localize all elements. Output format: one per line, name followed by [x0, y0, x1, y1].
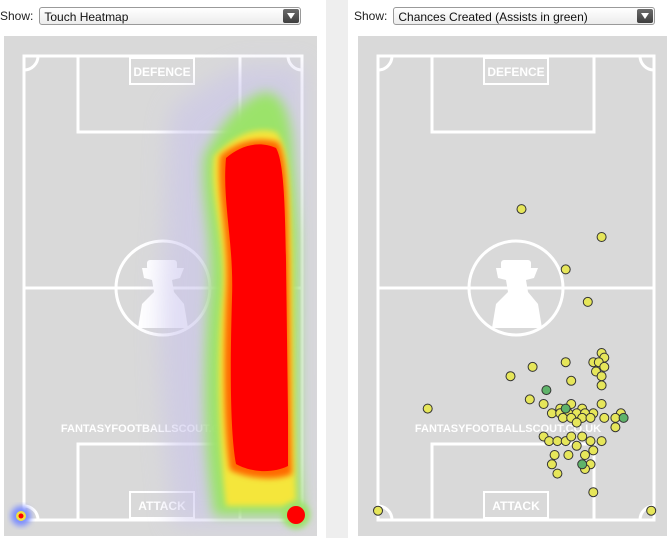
left-view-select[interactable]: Touch Heatmap — [39, 7, 302, 25]
watermark: FANTASYFOOTBALLSCOUT.CO.UK — [415, 423, 601, 435]
chance-point-43 — [585, 436, 596, 447]
chance-point-57 — [646, 505, 657, 516]
chance-point-18 — [538, 399, 549, 409]
right-view-select[interactable]: Chances Created (Assists in green) — [393, 7, 656, 25]
chance-point-5 — [560, 357, 571, 368]
chance-point-2 — [560, 264, 571, 275]
assist-point-0 — [541, 385, 552, 396]
chance-point-53 — [610, 412, 621, 423]
heatmap-panel: Show: Touch Heatmap — [0, 0, 322, 536]
assist-point-1 — [618, 412, 629, 423]
defence-label: DEFENCE — [133, 65, 190, 79]
chance-point-46 — [588, 445, 599, 456]
chevron-down-icon[interactable] — [283, 9, 300, 23]
chance-point-36 — [610, 422, 621, 433]
chance-point-41 — [566, 431, 577, 442]
chance-point-30 — [557, 412, 568, 423]
chance-point-25 — [546, 408, 557, 419]
chance-point-14 — [566, 375, 577, 386]
chance-point-35 — [571, 417, 582, 428]
left-control-row: Show: Touch Heatmap — [0, 0, 322, 32]
left-select-value: Touch Heatmap — [44, 10, 129, 24]
right-show-label: Show: — [354, 9, 388, 23]
chance-point-15 — [596, 380, 607, 391]
chance-point-33 — [585, 412, 596, 423]
mascot-logo-icon — [492, 260, 542, 328]
left-show-label: Show: — [0, 9, 34, 23]
chance-point-1 — [596, 232, 607, 242]
chevron-down-icon[interactable] — [637, 9, 654, 23]
chance-point-38 — [544, 436, 555, 447]
chance-point-49 — [546, 459, 557, 470]
chance-point-22 — [596, 399, 607, 409]
chance-point-13 — [505, 371, 516, 382]
chances-panel: Show: Chances Created (Assists in green) — [354, 0, 669, 536]
chance-point-54 — [549, 450, 560, 460]
chance-point-12 — [596, 371, 607, 382]
chance-point-10 — [599, 361, 610, 372]
assist-point-3 — [560, 403, 571, 414]
right-select-value: Chances Created (Assists in green) — [398, 10, 588, 24]
attack-label: ATTACK — [492, 499, 540, 513]
chance-point-44 — [596, 436, 607, 447]
chance-point-16 — [422, 403, 433, 414]
chance-point-39 — [552, 436, 563, 447]
assist-point-2 — [577, 459, 588, 470]
heatmap-pitch: DEFENCE ATTACK FANTASYFOOTBALLSCOUT.CO.U… — [4, 36, 317, 536]
chances-pitch: DEFENCE ATTACK FANTASYFOOTBALLSCOUT.CO.U… — [358, 36, 667, 536]
pitch-markings — [376, 54, 656, 522]
chance-point-48 — [580, 450, 590, 460]
chance-point-17 — [524, 394, 535, 405]
chance-point-50 — [552, 468, 563, 479]
chance-point-4 — [527, 361, 538, 372]
chance-point-0 — [516, 204, 527, 215]
chance-point-47 — [563, 450, 574, 460]
panel-divider — [326, 0, 348, 538]
chance-point-3 — [582, 296, 593, 307]
defence-label: DEFENCE — [487, 65, 544, 79]
chance-point-42 — [571, 440, 582, 451]
right-control-row: Show: Chances Created (Assists in green) — [354, 0, 669, 32]
heatmap-layer — [11, 66, 310, 529]
chance-point-56 — [373, 505, 383, 516]
chance-point-45 — [577, 431, 588, 442]
chance-points — [373, 204, 657, 516]
chance-point-55 — [588, 487, 599, 498]
chance-point-34 — [599, 412, 610, 423]
